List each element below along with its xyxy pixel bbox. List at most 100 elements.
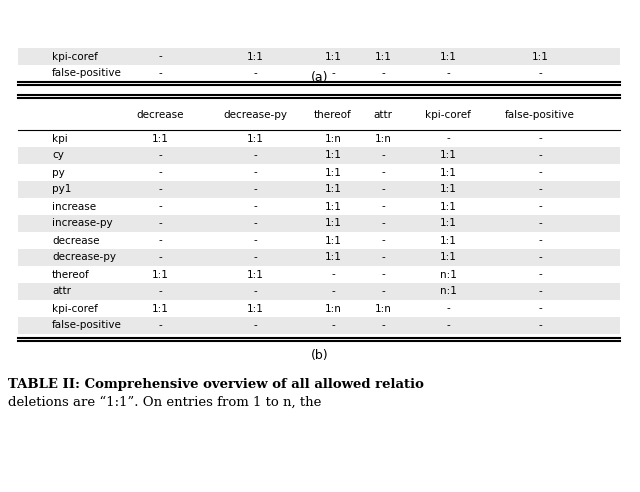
Text: 1:1: 1:1 <box>440 151 456 160</box>
Text: -: - <box>331 286 335 297</box>
Text: 1:1: 1:1 <box>246 52 264 62</box>
Text: -: - <box>253 68 257 79</box>
Text: 1:1: 1:1 <box>324 151 341 160</box>
Text: -: - <box>381 236 385 246</box>
Text: 1:n: 1:n <box>324 133 341 144</box>
Text: deletions are “1:1”. On entries from 1 to n, the: deletions are “1:1”. On entries from 1 t… <box>8 396 321 409</box>
Text: 1:1: 1:1 <box>324 167 341 178</box>
Text: -: - <box>538 304 542 313</box>
Text: 1:1: 1:1 <box>440 167 456 178</box>
Text: n:1: n:1 <box>440 270 456 279</box>
Text: 1:1: 1:1 <box>246 270 264 279</box>
Text: py: py <box>52 167 65 178</box>
Bar <box>18 317 620 334</box>
Text: 1:1: 1:1 <box>440 236 456 246</box>
Text: kpi: kpi <box>52 133 68 144</box>
Bar <box>18 266 620 283</box>
Text: -: - <box>538 151 542 160</box>
Text: 1:1: 1:1 <box>440 252 456 263</box>
Text: -: - <box>253 286 257 297</box>
Text: kpi-coref: kpi-coref <box>52 304 98 313</box>
Text: -: - <box>381 68 385 79</box>
Text: 1:1: 1:1 <box>324 184 341 194</box>
Text: -: - <box>538 218 542 228</box>
Text: -: - <box>253 184 257 194</box>
Text: -: - <box>331 320 335 331</box>
Text: 1:1: 1:1 <box>440 218 456 228</box>
Bar <box>18 65 620 82</box>
Text: -: - <box>381 184 385 194</box>
Text: decrease: decrease <box>52 236 99 246</box>
Bar <box>18 48 620 65</box>
Text: -: - <box>331 68 335 79</box>
Text: 1:1: 1:1 <box>152 304 168 313</box>
Text: cy: cy <box>52 151 64 160</box>
Text: (b): (b) <box>311 349 329 363</box>
Text: kpi-coref: kpi-coref <box>52 52 98 62</box>
Text: -: - <box>446 68 450 79</box>
Text: decrease-py: decrease-py <box>52 252 116 263</box>
Text: py1: py1 <box>52 184 72 194</box>
Text: -: - <box>538 252 542 263</box>
Text: -: - <box>538 236 542 246</box>
Text: -: - <box>158 286 162 297</box>
Text: -: - <box>253 236 257 246</box>
Text: -: - <box>158 68 162 79</box>
Text: 1:1: 1:1 <box>324 202 341 212</box>
Text: -: - <box>331 270 335 279</box>
Text: -: - <box>538 68 542 79</box>
Text: -: - <box>253 167 257 178</box>
Text: 1:1: 1:1 <box>374 52 392 62</box>
Text: -: - <box>158 320 162 331</box>
Bar <box>18 164 620 181</box>
Text: -: - <box>381 218 385 228</box>
Text: -: - <box>158 202 162 212</box>
Text: -: - <box>158 218 162 228</box>
Text: -: - <box>538 286 542 297</box>
Text: 1:1: 1:1 <box>324 236 341 246</box>
Text: -: - <box>158 184 162 194</box>
Text: (a): (a) <box>311 71 329 85</box>
Text: -: - <box>253 252 257 263</box>
Text: -: - <box>158 167 162 178</box>
Text: -: - <box>446 320 450 331</box>
Text: -: - <box>158 151 162 160</box>
Text: -: - <box>538 270 542 279</box>
Text: -: - <box>381 202 385 212</box>
Text: TABLE II: Comprehensive overview of all allowed relatio: TABLE II: Comprehensive overview of all … <box>8 378 424 391</box>
Text: -: - <box>538 184 542 194</box>
Text: 1:1: 1:1 <box>324 252 341 263</box>
Bar <box>18 130 620 147</box>
Text: -: - <box>538 167 542 178</box>
Text: -: - <box>446 304 450 313</box>
Text: -: - <box>253 202 257 212</box>
Text: n:1: n:1 <box>440 286 456 297</box>
Text: false-positive: false-positive <box>52 320 122 331</box>
Text: -: - <box>253 151 257 160</box>
Bar <box>18 232 620 249</box>
Bar <box>18 147 620 164</box>
Bar <box>18 198 620 215</box>
Text: 1:1: 1:1 <box>246 304 264 313</box>
Text: -: - <box>158 236 162 246</box>
Text: -: - <box>253 320 257 331</box>
Text: -: - <box>538 133 542 144</box>
Text: 1:n: 1:n <box>324 304 341 313</box>
Text: 1:n: 1:n <box>374 304 392 313</box>
Text: 1:1: 1:1 <box>324 218 341 228</box>
Text: -: - <box>381 252 385 263</box>
Text: -: - <box>538 320 542 331</box>
Bar <box>18 283 620 300</box>
Text: thereof: thereof <box>314 110 352 120</box>
Text: -: - <box>381 270 385 279</box>
Text: increase: increase <box>52 202 96 212</box>
Text: false-positive: false-positive <box>52 68 122 79</box>
Text: attr: attr <box>52 286 71 297</box>
Text: -: - <box>381 151 385 160</box>
Text: false-positive: false-positive <box>505 110 575 120</box>
Text: 1:1: 1:1 <box>152 133 168 144</box>
Bar <box>18 300 620 317</box>
Bar <box>18 215 620 232</box>
Text: 1:1: 1:1 <box>152 270 168 279</box>
Text: 1:1: 1:1 <box>324 52 341 62</box>
